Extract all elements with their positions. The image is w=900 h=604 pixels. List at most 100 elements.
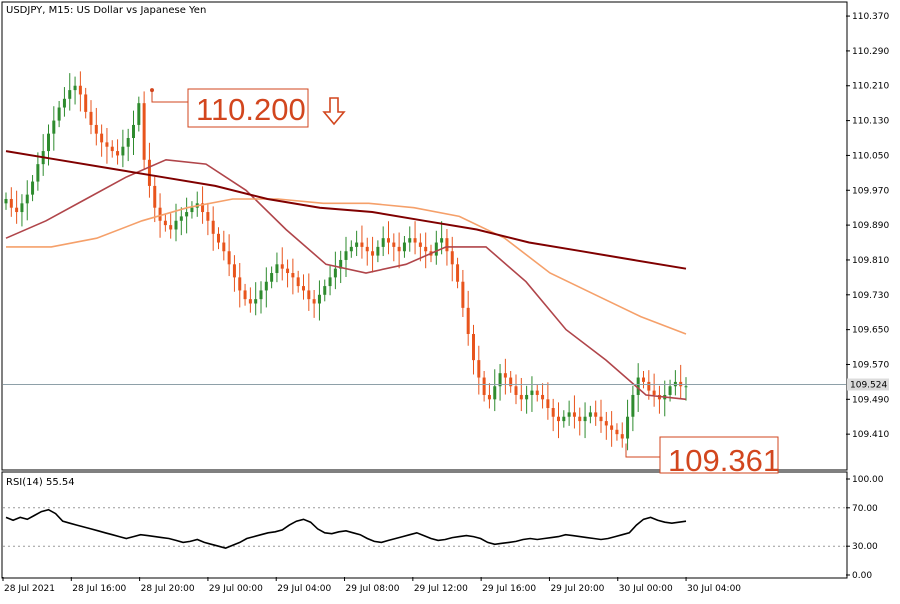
candle [302, 274, 305, 300]
candle [169, 213, 173, 239]
low-callout: 109.361 [625, 436, 780, 478]
candle [381, 226, 385, 257]
candle [185, 197, 189, 234]
candle [397, 232, 401, 269]
chart-title: USDJPY, M15: US Dollar vs Japanese Yen [6, 5, 206, 16]
candle [620, 422, 624, 448]
candle [232, 255, 236, 292]
high-callout-label: 110.200 [196, 92, 306, 127]
price-tick-label: 110.050 [852, 151, 889, 161]
candle [132, 110, 135, 155]
candle [424, 232, 428, 269]
candle [248, 287, 252, 313]
candle [89, 100, 93, 135]
candle [163, 214, 167, 232]
candle [594, 400, 598, 426]
candle [387, 221, 390, 255]
candle [296, 270, 300, 293]
candle [116, 139, 120, 165]
candle [413, 221, 417, 255]
candle [642, 371, 645, 389]
candle [15, 190, 19, 224]
moving-average-line [5, 150, 687, 270]
candle [392, 233, 396, 262]
candle [227, 234, 231, 277]
candle [243, 283, 247, 306]
current-price-tag-label: 109.524 [850, 381, 887, 391]
candle [684, 377, 688, 401]
time-tick-label: 29 Jul 08:00 [346, 584, 400, 594]
candle [541, 383, 545, 409]
candle [222, 230, 226, 261]
candle [615, 423, 619, 441]
candle [211, 206, 215, 251]
candle [20, 194, 24, 227]
low-callout-box [659, 436, 779, 474]
price-tick-label: 110.210 [852, 82, 889, 92]
candle [562, 410, 566, 428]
candle [418, 233, 422, 262]
price-tick-label: 109.890 [852, 221, 889, 231]
high-callout: 110.200 [150, 88, 346, 128]
candle [307, 273, 311, 311]
candle [408, 226, 412, 252]
candle [153, 176, 157, 223]
time-tick-label: 30 Jul 00:00 [619, 584, 673, 594]
candle [456, 257, 460, 289]
rsi-axis: 100.00 70.00 30.00 0.00 [846, 475, 884, 581]
candle [610, 411, 614, 447]
price-tick-label: 110.370 [852, 12, 889, 22]
candle [57, 100, 61, 128]
candle [498, 364, 502, 401]
candle [652, 373, 656, 407]
candle [110, 140, 114, 158]
candle [259, 281, 263, 314]
candle [535, 384, 539, 402]
price-tick-label: 109.970 [852, 186, 889, 196]
candle [434, 230, 438, 265]
candle [291, 258, 295, 295]
candle [264, 267, 268, 308]
low-leader-line [625, 443, 660, 458]
candle [604, 411, 608, 440]
candle [503, 358, 507, 395]
candle [567, 400, 571, 426]
moving-average-line [5, 158, 687, 401]
candle [100, 124, 104, 157]
candle [9, 187, 13, 217]
candle [557, 402, 560, 439]
rsi-panel-frame [1, 471, 848, 579]
candle [137, 96, 141, 132]
time-tick-label: 29 Jul 04:00 [277, 584, 331, 594]
candle [312, 290, 316, 318]
rsi-line [5, 508, 687, 549]
moving-average-lines [5, 150, 687, 401]
candle [599, 399, 603, 433]
candle [349, 240, 353, 258]
candle [482, 371, 486, 402]
candle [36, 152, 40, 191]
candle [206, 202, 210, 236]
rsi-tick-label: 0.00 [852, 571, 872, 581]
candle [519, 377, 523, 412]
candle [323, 279, 327, 302]
candle [626, 399, 630, 451]
candle [509, 371, 513, 393]
rsi-tick-label: 30.00 [852, 542, 878, 552]
time-tick-label: 28 Jul 20:00 [141, 584, 195, 594]
candle [270, 266, 274, 289]
rsi-header: RSI(14) 55.54 [6, 477, 75, 488]
time-tick-label: 28 Jul 2021 [4, 584, 55, 594]
candle [254, 282, 258, 316]
candle [190, 201, 194, 219]
time-tick-label: 29 Jul 16:00 [482, 584, 536, 594]
candle [217, 227, 220, 250]
candle [344, 236, 348, 277]
moving-average-line [6, 198, 687, 335]
candle [142, 91, 146, 169]
candle [317, 280, 321, 321]
time-tick-label: 28 Jul 16:00 [72, 584, 126, 594]
candle [333, 251, 337, 290]
